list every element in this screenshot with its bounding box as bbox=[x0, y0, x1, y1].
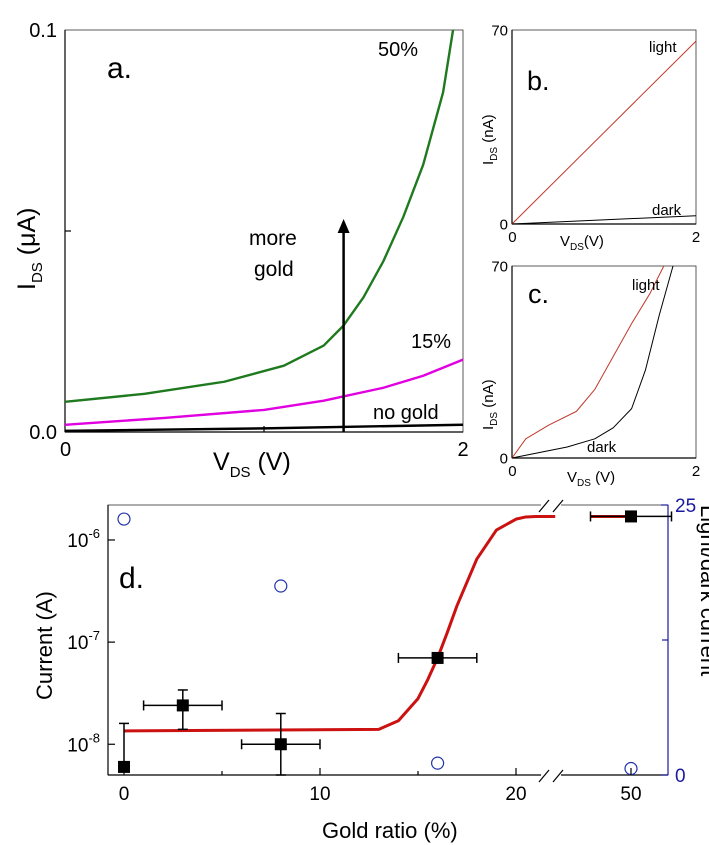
panel-d-xtick-label: 0 bbox=[119, 784, 130, 805]
current-point bbox=[142, 689, 223, 731]
panel-b-series-line-0 bbox=[511, 40, 697, 225]
panel-d-ytick-label: 10-6 bbox=[67, 526, 100, 552]
panel-d-y2tick-label: 25 bbox=[675, 496, 696, 517]
panel-c-light-label: light bbox=[632, 277, 660, 294]
panel-b-xlabel: VDS(V) bbox=[560, 233, 604, 253]
panel-a-tick-labels: 0 2 0.0 0.1 bbox=[29, 20, 468, 461]
panel-d-label: d. bbox=[119, 562, 144, 595]
panel-a-xlabel: VDS (V) bbox=[213, 448, 291, 481]
more-gold-arrow bbox=[337, 218, 350, 432]
panel-b-light-label: light bbox=[649, 39, 677, 56]
panel-d-xtick-label: 10 bbox=[309, 784, 330, 805]
panel-c-ylabel: IDS (nA) bbox=[480, 379, 500, 430]
panel-c-tick-labels: 0 2 0 70 bbox=[491, 258, 700, 480]
current-point bbox=[397, 651, 478, 664]
panel-a: 0 2 0.0 0.1 a. 50% 15% no gold more gold VD… bbox=[13, 20, 469, 481]
current-point bbox=[118, 722, 130, 773]
annotation-more: more bbox=[249, 227, 297, 250]
panel-d-ytick-label: 10-7 bbox=[67, 628, 100, 654]
panel-a-xtick-label: 0 bbox=[60, 439, 71, 461]
panel-b-series-line-1 bbox=[511, 215, 697, 225]
series-label-no-gold: no gold bbox=[373, 402, 439, 424]
panel-d-tick-labels: 0 10 20 50 10-8 10-7 10-6 0 25 bbox=[67, 496, 696, 805]
panel-d-xtick-label: 50 bbox=[620, 784, 641, 805]
fit-curve bbox=[123, 514, 631, 733]
panel-b-ytick-label: 0 bbox=[500, 216, 508, 233]
panel-c-label: c. bbox=[528, 279, 549, 309]
panel-d-y2label: Light/dark current bbox=[696, 505, 709, 676]
panel-b-label: b. bbox=[527, 66, 550, 96]
ratio-point bbox=[431, 756, 445, 770]
axis-break bbox=[538, 499, 564, 783]
panel-a-label: a. bbox=[107, 52, 132, 85]
annotation-gold: gold bbox=[254, 258, 294, 281]
panel-b-tick-labels: 0 2 0 70 bbox=[491, 22, 700, 246]
panel-c-xtick-label: 2 bbox=[692, 463, 700, 480]
panel-d-ytick-label: 10-8 bbox=[67, 730, 100, 756]
panel-b-series bbox=[511, 40, 697, 225]
panel-a-series-line-1 bbox=[64, 358, 464, 426]
panel-b: 0 2 0 70 b. light dark VDS(V) IDS (nA) bbox=[480, 22, 700, 253]
panel-b-ylabel: IDS (nA) bbox=[480, 114, 500, 165]
panel-c-dark-label: dark bbox=[587, 439, 617, 456]
panel-d: 0 10 20 50 10-8 10-7 10-6 0 25 d. Gold ratio (%)… bbox=[32, 496, 709, 843]
fit-curve-segment-0 bbox=[123, 514, 556, 733]
panel-b-ytick-label: 70 bbox=[491, 22, 508, 39]
panel-b-frame bbox=[511, 29, 697, 225]
panel-d-ylabel: Current (A) bbox=[32, 591, 57, 700]
panel-c: 0 2 0 70 c. light dark VDS (V) IDS (nA) bbox=[480, 258, 700, 489]
ratio-point bbox=[274, 579, 288, 593]
current-points bbox=[118, 510, 673, 776]
panel-c-series-line-1 bbox=[511, 265, 674, 459]
panel-c-xtick-label: 0 bbox=[508, 463, 516, 480]
panel-b-xtick-label: 2 bbox=[692, 229, 700, 246]
ratio-point bbox=[117, 512, 131, 526]
series-label-15: 15% bbox=[411, 331, 451, 353]
panel-c-series-line-0 bbox=[511, 265, 665, 459]
panel-a-ytick-label: 0.1 bbox=[29, 20, 57, 42]
panel-a-ytick-label: 0.0 bbox=[29, 422, 57, 444]
panel-d-y2tick-label: 0 bbox=[675, 766, 686, 787]
series-label-50: 50% bbox=[378, 39, 418, 61]
current-point bbox=[589, 510, 673, 523]
panel-c-xlabel: VDS (V) bbox=[567, 469, 615, 489]
panel-c-ytick-label: 0 bbox=[500, 450, 508, 467]
panel-c-series bbox=[511, 265, 674, 459]
panel-a-series-line-0 bbox=[64, 29, 455, 404]
panel-d-frame bbox=[107, 504, 669, 776]
panel-d-xlabel: Gold ratio (%) bbox=[322, 818, 458, 843]
panel-b-dark-label: dark bbox=[652, 202, 682, 219]
panel-a-ylabel: IDS (μA) bbox=[13, 208, 46, 290]
current-point bbox=[240, 712, 321, 776]
panel-a-xtick-label: 2 bbox=[457, 439, 468, 461]
light-dark-ratio-points bbox=[117, 512, 638, 776]
panel-c-ytick-label: 70 bbox=[491, 258, 508, 275]
arrow-head bbox=[337, 218, 350, 233]
panel-d-xtick-label: 20 bbox=[505, 784, 526, 805]
panel-b-xtick-label: 0 bbox=[508, 229, 516, 246]
panel-a-series-line-2 bbox=[64, 423, 464, 432]
panel-a-series bbox=[64, 29, 464, 432]
